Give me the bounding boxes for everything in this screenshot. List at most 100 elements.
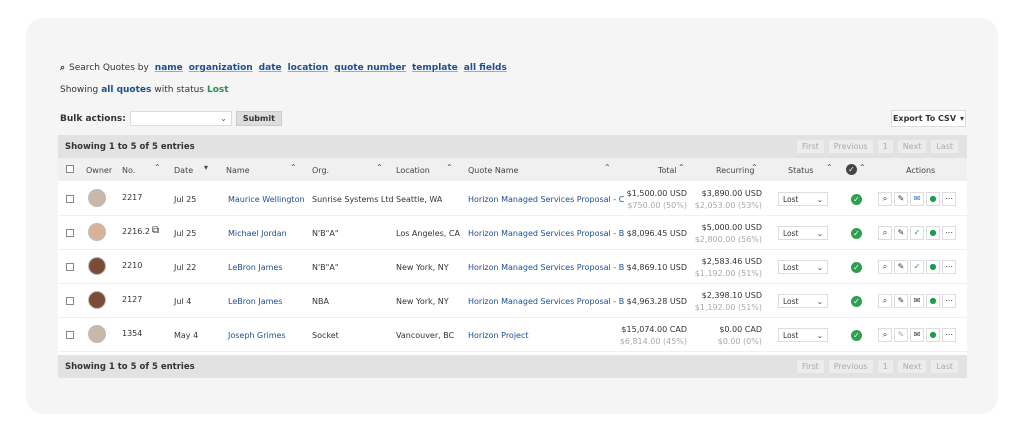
view-icon[interactable]: ⌕	[878, 226, 892, 240]
approved-icon: ✓	[851, 228, 862, 239]
edit-icon[interactable]: ✎	[894, 260, 908, 274]
recurring: $0.00 CAD	[719, 325, 762, 334]
search-by-location[interactable]: location	[287, 63, 329, 73]
quote-date: Jul 25	[174, 229, 197, 238]
submit-button[interactable]: Submit	[235, 111, 282, 126]
quote-name-link[interactable]: Horizon Managed Services Proposal - B	[468, 263, 625, 272]
edit-icon[interactable]: ✎	[894, 192, 908, 206]
row-checkbox[interactable]	[66, 331, 74, 339]
comment-icon[interactable]: ●	[926, 192, 940, 206]
col-name[interactable]: Name	[226, 166, 250, 175]
col-no[interactable]: No.	[122, 166, 136, 175]
pager: First Previous 1 Next Last	[796, 140, 958, 153]
col-recurring[interactable]: Recurring	[716, 166, 755, 175]
all-quotes-link[interactable]: all quotes	[101, 85, 152, 95]
first-page-button[interactable]: First	[796, 360, 824, 373]
sort-up-icon: ⌃	[290, 163, 297, 172]
status-select[interactable]: Lost ⌄	[778, 294, 828, 308]
email-icon[interactable]: ✉	[910, 192, 924, 206]
status-select[interactable]: Lost ⌄	[778, 192, 828, 206]
table-header: Owner No. ⌃ Date ▾ Name ⌃ Org. ⌃ Locatio…	[58, 158, 967, 181]
comment-icon[interactable]: ●	[926, 260, 940, 274]
email-icon[interactable]: ✉	[910, 294, 924, 308]
more-icon[interactable]: ⋯	[942, 328, 956, 342]
avatar	[88, 257, 106, 275]
previous-page-button[interactable]: Previous	[828, 140, 873, 153]
approve-icon[interactable]: ✓	[910, 260, 924, 274]
page-1-button[interactable]: 1	[877, 140, 893, 153]
search-by-all-fields[interactable]: all fields	[463, 63, 507, 73]
quote-name-link[interactable]: Horizon Managed Services Proposal - B	[468, 297, 625, 306]
owner-name-link[interactable]: LeBron James	[228, 297, 283, 306]
edit-icon[interactable]: ✎	[894, 328, 908, 342]
row-checkbox[interactable]	[66, 195, 74, 203]
view-icon[interactable]: ⌕	[878, 294, 892, 308]
more-icon[interactable]: ⋯	[942, 226, 956, 240]
col-status[interactable]: Status	[788, 166, 814, 175]
comment-icon[interactable]: ●	[926, 294, 940, 308]
row-checkbox[interactable]	[66, 297, 74, 305]
col-total[interactable]: Total	[658, 166, 677, 175]
view-icon[interactable]: ⌕	[878, 192, 892, 206]
first-page-button[interactable]: First	[796, 140, 824, 153]
approve-icon[interactable]: ✓	[910, 226, 924, 240]
status-filter-link[interactable]: Lost	[207, 85, 229, 95]
last-page-button[interactable]: Last	[931, 360, 958, 373]
copy-icon[interactable]: ⧉	[152, 225, 160, 236]
row-checkbox[interactable]	[66, 229, 74, 237]
search-by-name[interactable]: name	[154, 63, 183, 73]
owner-name-link[interactable]: Michael Jordan	[228, 229, 287, 238]
status-select[interactable]: Lost ⌄	[778, 328, 828, 342]
next-page-button[interactable]: Next	[897, 140, 927, 153]
comment-icon[interactable]: ●	[926, 328, 940, 342]
quote-name-link[interactable]: Horizon Project	[468, 331, 529, 340]
view-icon[interactable]: ⌕	[878, 328, 892, 342]
table-row: 2210 Jul 22 LeBron James N'B"A" New York…	[58, 250, 967, 284]
row-actions: ⌕ ✎ ✉ ● ⋯	[878, 192, 956, 206]
col-quote-name[interactable]: Quote Name	[468, 166, 519, 175]
search-by-date[interactable]: date	[258, 63, 282, 73]
previous-page-button[interactable]: Previous	[828, 360, 873, 373]
comment-icon[interactable]: ●	[926, 226, 940, 240]
next-page-button[interactable]: Next	[897, 360, 927, 373]
org: Socket	[312, 331, 339, 340]
recurring-sub: $1,192.00 (51%)	[694, 303, 762, 312]
more-icon[interactable]: ⋯	[942, 260, 956, 274]
owner-name-link[interactable]: Maurice Wellington	[228, 195, 305, 204]
search-by-template[interactable]: template	[412, 63, 458, 73]
col-org[interactable]: Org.	[312, 166, 330, 175]
quote-name-link[interactable]: Horizon Managed Services Proposal - C	[468, 195, 625, 204]
owner-name-link[interactable]: Joseph Grimes	[228, 331, 286, 340]
bulk-action-select[interactable]: ⌄	[129, 111, 232, 126]
pagination-bottom: Showing 1 to 5 of 5 entries First Previo…	[58, 355, 967, 378]
quote-date: May 4	[174, 331, 199, 340]
entries-summary: Showing 1 to 5 of 5 entries	[65, 361, 195, 372]
total-sub: $750.00 (50%)	[627, 201, 687, 210]
select-all-checkbox[interactable]	[66, 165, 74, 173]
chevron-down-icon: ⌄	[816, 330, 823, 340]
owner-name-link[interactable]: LeBron James	[228, 263, 283, 272]
status-select[interactable]: Lost ⌄	[778, 226, 828, 240]
view-icon[interactable]: ⌕	[878, 260, 892, 274]
sort-up-icon: ⌃	[678, 163, 685, 172]
sort-up-icon: ⌃	[751, 163, 758, 172]
search-by-quote-number[interactable]: quote number	[334, 63, 406, 73]
col-date[interactable]: Date	[174, 166, 194, 175]
col-location[interactable]: Location	[396, 166, 430, 175]
edit-icon[interactable]: ✎	[894, 294, 908, 308]
approved-icon[interactable]: ✓	[846, 164, 857, 175]
status-select[interactable]: Lost ⌄	[778, 260, 828, 274]
total-sub: $6,814.00 (45%)	[619, 337, 687, 346]
export-csv-button[interactable]: Export To CSV ▾	[891, 110, 966, 127]
edit-icon[interactable]: ✎	[894, 226, 908, 240]
row-checkbox[interactable]	[66, 263, 74, 271]
search-by-organization[interactable]: organization	[188, 63, 253, 73]
location: New York, NY	[396, 297, 449, 306]
sort-up-icon: ⌃	[446, 163, 453, 172]
last-page-button[interactable]: Last	[931, 140, 958, 153]
more-icon[interactable]: ⋯	[942, 294, 956, 308]
email-icon[interactable]: ✉	[910, 328, 924, 342]
page-1-button[interactable]: 1	[877, 360, 893, 373]
quote-name-link[interactable]: Horizon Managed Services Proposal - B	[468, 229, 625, 238]
more-icon[interactable]: ⋯	[942, 192, 956, 206]
